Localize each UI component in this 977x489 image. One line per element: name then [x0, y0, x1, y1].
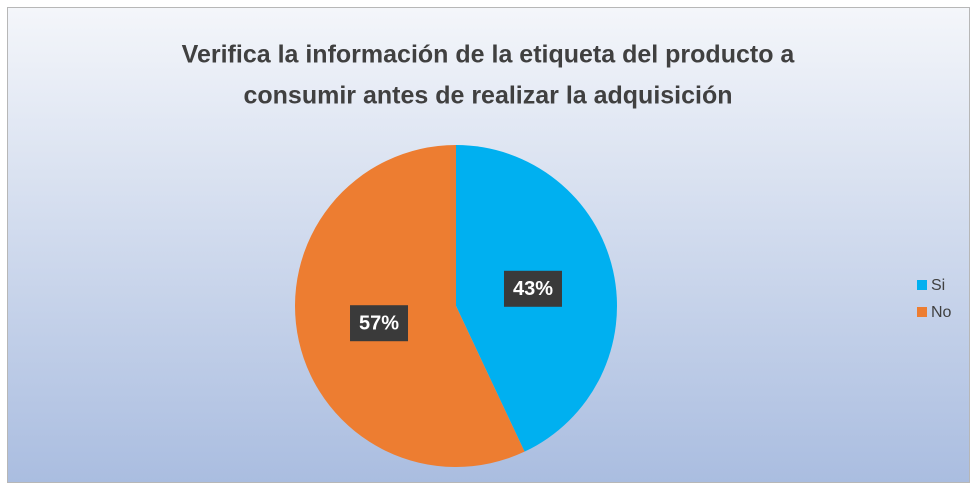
chart-title: Verifica la información de la etiqueta d… — [182, 41, 796, 69]
data-label-box — [503, 270, 562, 307]
data-label: 57% — [359, 312, 399, 334]
legend-swatch — [917, 307, 927, 317]
pie-slice — [295, 145, 525, 467]
legend-label: Si — [931, 277, 945, 294]
data-label-box — [350, 305, 409, 342]
legend-label: No — [931, 304, 952, 321]
data-label: 43% — [513, 278, 553, 300]
chart-title: consumir antes de realizar la adquisició… — [243, 82, 732, 110]
legend-swatch — [917, 280, 927, 290]
